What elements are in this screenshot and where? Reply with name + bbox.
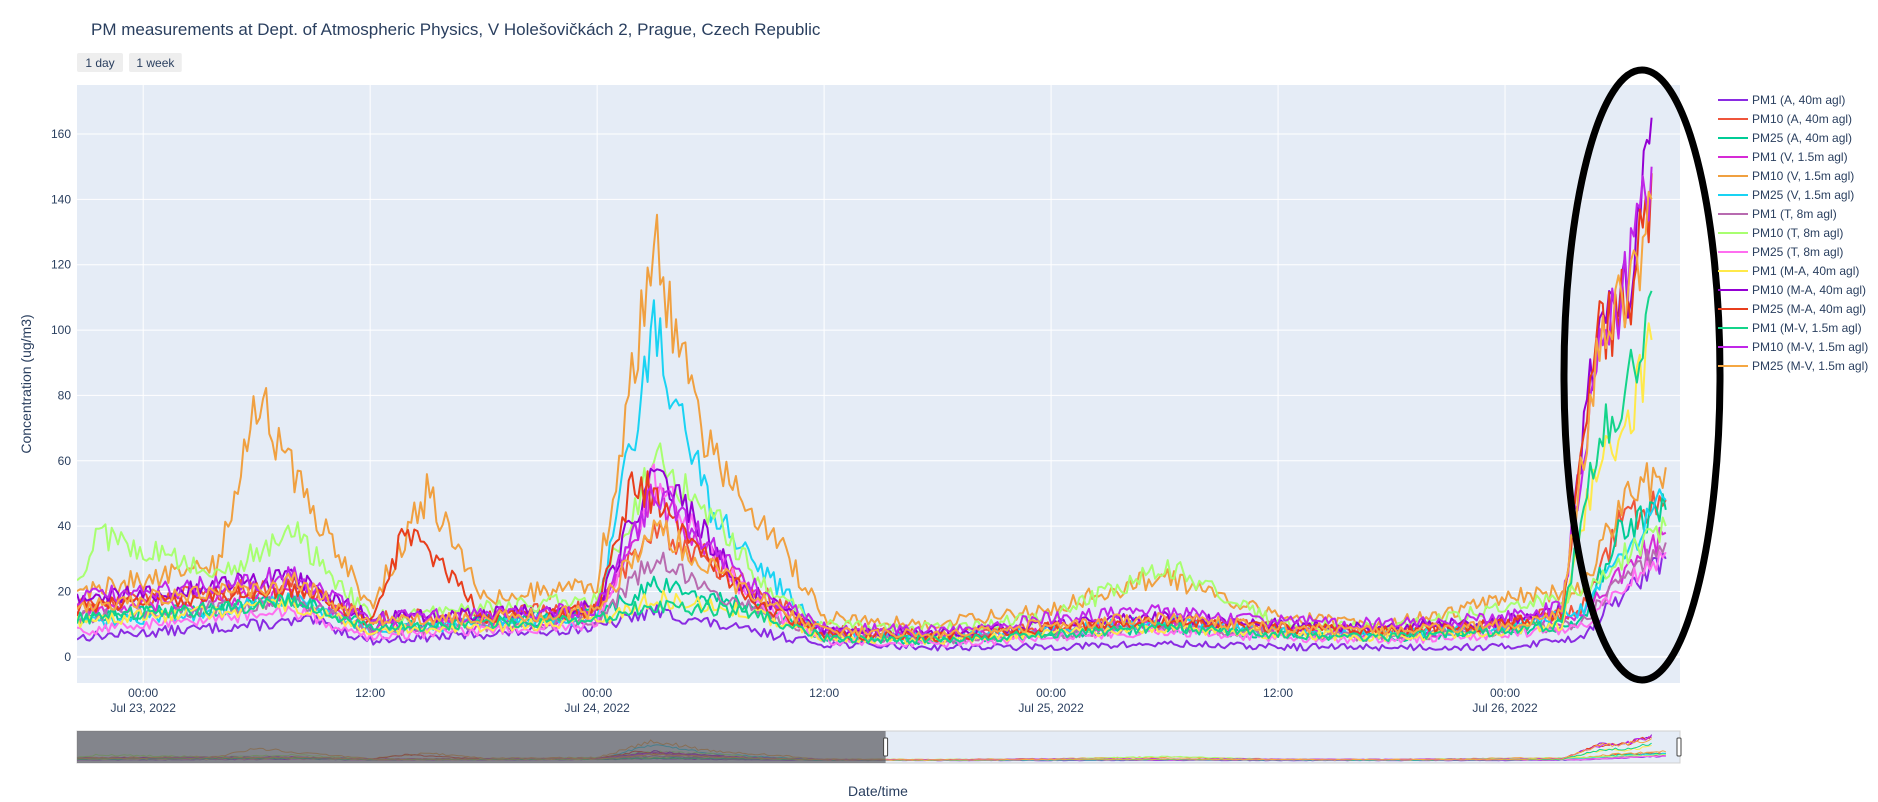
y-tick-label: 140 (51, 192, 71, 206)
legend-item-1[interactable]: PM10 (A, 40m agl) (1718, 112, 1852, 126)
chart-title: PM measurements at Dept. of Atmospheric … (91, 20, 821, 39)
x-tick-date: Jul 25, 2022 (1018, 701, 1084, 715)
legend-label: PM10 (T, 8m agl) (1752, 226, 1843, 240)
legend-label: PM1 (V, 1.5m agl) (1752, 150, 1848, 164)
legend-item-4[interactable]: PM10 (V, 1.5m agl) (1718, 169, 1854, 183)
range-slider-handle-left[interactable] (883, 737, 889, 757)
range-button-label: 1 week (136, 56, 175, 70)
legend-item-9[interactable]: PM1 (M-A, 40m agl) (1718, 264, 1859, 278)
y-tick-label: 40 (58, 519, 72, 533)
y-tick-label: 80 (58, 388, 72, 402)
legend-item-13[interactable]: PM10 (M-V, 1.5m agl) (1718, 340, 1868, 354)
range-slider-handle-right[interactable] (1676, 737, 1682, 757)
legend-item-11[interactable]: PM25 (M-A, 40m agl) (1718, 302, 1866, 316)
legend-item-0[interactable]: PM1 (A, 40m agl) (1718, 93, 1845, 107)
legend-label: PM1 (A, 40m agl) (1752, 93, 1845, 107)
legend-label: PM1 (T, 8m agl) (1752, 207, 1837, 221)
y-tick-label: 0 (64, 650, 71, 664)
legend-item-12[interactable]: PM1 (M-V, 1.5m agl) (1718, 321, 1862, 335)
range-slider[interactable] (76, 730, 1682, 764)
legend-label: PM25 (M-A, 40m agl) (1752, 302, 1866, 316)
x-tick-time: 00:00 (1490, 686, 1520, 700)
legend-label: PM1 (M-V, 1.5m agl) (1752, 321, 1862, 335)
series-line-14 (77, 190, 1653, 640)
range-button-bg (129, 53, 182, 72)
legend-item-14[interactable]: PM25 (M-V, 1.5m agl) (1718, 359, 1868, 373)
y-axis-ticks: 0 20 40 60 80 100 120 140 160 (51, 127, 71, 664)
legend-item-5[interactable]: PM25 (V, 1.5m agl) (1718, 188, 1854, 202)
legend-label: PM10 (A, 40m agl) (1752, 112, 1852, 126)
y-tick-label: 160 (51, 127, 71, 141)
legend-label: PM25 (T, 8m agl) (1752, 245, 1843, 259)
x-tick-time: 12:00 (809, 686, 839, 700)
legend-label: PM1 (M-A, 40m agl) (1752, 264, 1859, 278)
legend-label: PM10 (V, 1.5m agl) (1752, 169, 1854, 183)
legend-item-6[interactable]: PM1 (T, 8m agl) (1718, 207, 1837, 221)
range-selector: 1 day 1 week (77, 53, 182, 72)
range-button-0[interactable]: 1 day (77, 53, 123, 72)
legend-label: PM25 (A, 40m agl) (1752, 131, 1852, 145)
x-tick-date: Jul 24, 2022 (564, 701, 630, 715)
legend-label: PM10 (M-A, 40m agl) (1752, 283, 1866, 297)
legend-label: PM25 (V, 1.5m agl) (1752, 188, 1854, 202)
y-tick-label: 120 (51, 258, 71, 272)
y-tick-label: 100 (51, 323, 71, 337)
y-tick-label: 60 (58, 454, 72, 468)
series-line-12 (77, 290, 1653, 645)
x-tick-date: Jul 23, 2022 (111, 701, 177, 715)
legend-item-10[interactable]: PM10 (M-A, 40m agl) (1718, 283, 1866, 297)
x-axis-title: Date/time (848, 783, 908, 799)
x-tick-time: 00:00 (582, 686, 612, 700)
series-line-13 (77, 166, 1653, 637)
range-slider-mask (77, 731, 886, 763)
highlight-ellipse-annotation (1560, 66, 1724, 684)
legend-item-3[interactable]: PM1 (V, 1.5m agl) (1718, 150, 1848, 164)
range-button-bg (77, 53, 123, 72)
legend-item-2[interactable]: PM25 (A, 40m agl) (1718, 131, 1852, 145)
y-tick-label: 20 (58, 585, 72, 599)
x-tick-time: 00:00 (128, 686, 158, 700)
range-button-label: 1 day (85, 56, 114, 70)
x-tick-time: 12:00 (355, 686, 385, 700)
legend: PM1 (A, 40m agl) PM10 (A, 40m agl) PM25 (A… (1718, 93, 1868, 373)
x-tick-time: 12:00 (1263, 686, 1293, 700)
grid-lines (77, 85, 1680, 683)
y-axis-title: Concentration (ug/m3) (18, 314, 34, 453)
legend-label: PM10 (M-V, 1.5m agl) (1752, 340, 1868, 354)
legend-label: PM25 (M-V, 1.5m agl) (1752, 359, 1868, 373)
x-tick-time: 00:00 (1036, 686, 1066, 700)
series-line-0 (77, 552, 1667, 652)
plot-area (77, 85, 1680, 683)
legend-item-7[interactable]: PM10 (T, 8m agl) (1718, 226, 1843, 240)
range-button-1[interactable]: 1 week (129, 53, 182, 72)
x-tick-date: Jul 26, 2022 (1472, 701, 1538, 715)
series-lines (77, 117, 1667, 652)
legend-item-8[interactable]: PM25 (T, 8m agl) (1718, 245, 1843, 259)
